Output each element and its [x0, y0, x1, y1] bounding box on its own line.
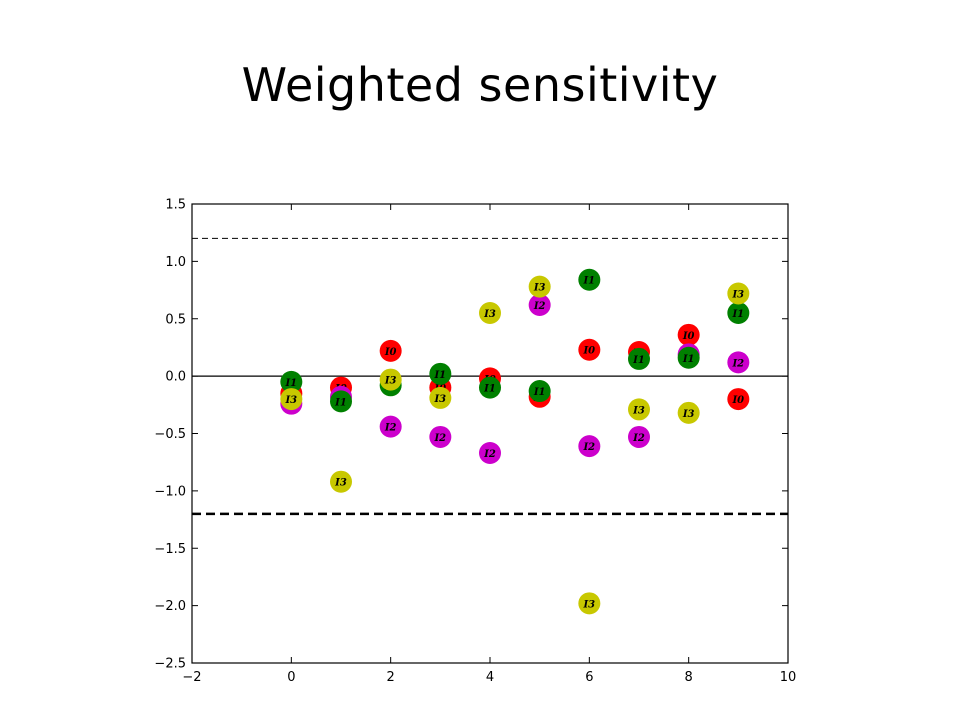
data-point-i2: [578, 435, 601, 458]
data-point-label: I3: [334, 478, 347, 489]
y-tick-label: −1.0: [154, 484, 186, 499]
data-point-label: I1: [434, 370, 447, 381]
data-point-i3: [727, 282, 750, 305]
data-point-label: I3: [732, 290, 745, 301]
y-tick-label: −1.5: [154, 542, 186, 557]
data-point-label: I3: [583, 599, 596, 610]
x-tick-label: 2: [387, 670, 395, 685]
data-point-label: I3: [434, 394, 447, 405]
data-point-i3: [677, 401, 700, 424]
data-point-label: I1: [285, 378, 298, 389]
data-point-i3: [528, 275, 551, 298]
plot-area: −2 0 2 4 6 8 10 1.5 1.0 0.5 0.0 −0.5 −1.0 −1.5 −2.0 −2.…: [154, 198, 796, 686]
data-point-label: I0: [384, 347, 397, 358]
data-point-i1: [628, 347, 650, 370]
data-point-label: I3: [384, 376, 397, 387]
data-point-label: I2: [533, 301, 546, 312]
data-point-label: I3: [682, 409, 695, 420]
data-point-label: I2: [632, 433, 645, 444]
data-point-label: I1: [682, 354, 695, 365]
data-point-i2: [479, 442, 501, 465]
data-point-label: I1: [483, 384, 496, 395]
data-point-i0: [379, 339, 402, 362]
data-point-i3: [379, 368, 402, 391]
data-point-label: I0: [732, 395, 745, 406]
x-tick-label: 6: [585, 670, 593, 685]
x-tick-label: 10: [780, 670, 797, 685]
data-point-label: I2: [384, 423, 397, 434]
data-point-label: I3: [533, 283, 546, 294]
data-point-label: I1: [533, 387, 546, 398]
data-point-label: I3: [285, 395, 298, 406]
data-point-i2: [528, 293, 551, 316]
data-point-label: I2: [732, 358, 745, 369]
x-tick-label: 0: [287, 670, 295, 685]
y-tick-label: 1.0: [165, 255, 186, 270]
data-point-i3: [479, 302, 501, 325]
y-tick-label: 0.5: [165, 312, 186, 327]
data-point-label: I1: [732, 309, 745, 320]
data-point-label: I1: [583, 276, 596, 287]
x-tick-label: 4: [486, 670, 494, 685]
data-point-label: I0: [682, 331, 695, 342]
data-point-label: I1: [334, 397, 347, 408]
data-point-label: I3: [632, 405, 645, 416]
data-point-i1: [727, 302, 750, 325]
y-tick-label: 1.5: [165, 198, 186, 213]
data-point-i2: [429, 425, 452, 448]
data-point-label: I1: [632, 355, 645, 366]
data-point-i3: [578, 592, 601, 615]
data-point-i2: [379, 415, 402, 438]
y-tick-label: −0.5: [154, 427, 186, 442]
data-point-label: I2: [434, 433, 447, 444]
data-point-i3: [330, 470, 352, 493]
data-point-i0: [578, 338, 601, 361]
data-point-i1: [429, 362, 452, 385]
data-point-i1: [479, 376, 501, 399]
data-point-label: I0: [583, 346, 596, 357]
y-tick-label: −2.0: [154, 599, 186, 614]
data-point-i0: [727, 388, 750, 411]
data-point-i2: [727, 351, 750, 374]
data-point-i0: [677, 323, 700, 346]
y-tick-label: 0.0: [165, 370, 186, 385]
slide-title: Weighted sensitivity: [241, 58, 719, 112]
data-point-label: I2: [483, 449, 496, 460]
data-point-i3: [429, 386, 452, 409]
data-point-i1: [578, 268, 601, 291]
data-point-i3: [280, 388, 303, 411]
data-point-i1: [677, 346, 700, 369]
y-tick-label: −2.5: [154, 657, 186, 672]
data-point-i1: [528, 380, 551, 403]
x-tick-label: 8: [685, 670, 693, 685]
data-point-i1: [280, 370, 303, 393]
data-point-label: I3: [483, 309, 496, 320]
x-tick-label: −2: [182, 670, 201, 685]
data-point-i1: [330, 390, 352, 413]
data-point-i2: [628, 425, 650, 448]
data-point-i3: [628, 398, 650, 421]
data-point-label: I2: [583, 442, 596, 453]
axes-frame: [191, 203, 789, 664]
